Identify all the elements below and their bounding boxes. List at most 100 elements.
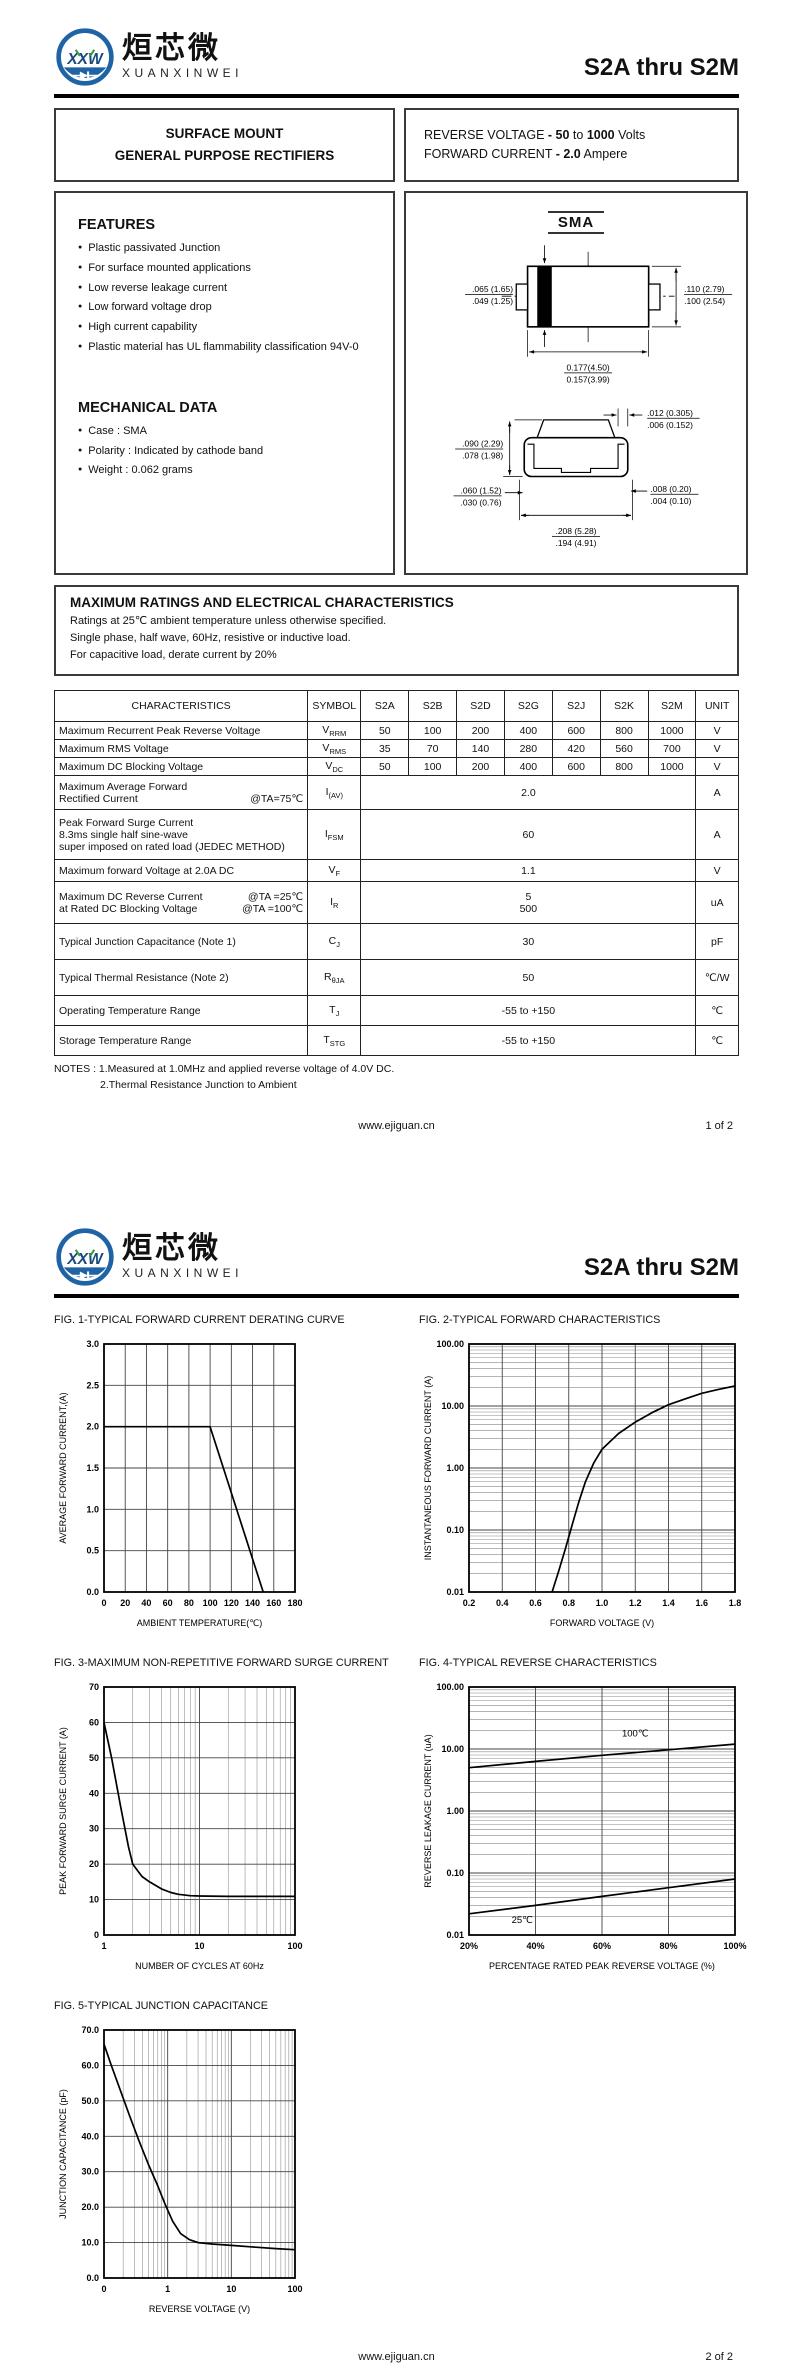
svg-text:30: 30 [89, 1823, 99, 1833]
unit-cell: A [695, 775, 739, 811]
value-cell: 1000 [647, 757, 697, 777]
max-ratings-box: MAXIMUM RATINGS AND ELECTRICAL CHARACTER… [54, 585, 739, 677]
svg-text:1.00: 1.00 [446, 1463, 464, 1473]
features-title: FEATURES [78, 217, 156, 233]
symbol-cell: VF [307, 859, 362, 883]
svg-text:.060 (1.52): .060 (1.52) [461, 485, 502, 495]
unit-cell: ℃ [695, 995, 739, 1027]
condition-line: For capacitive load, derate current by 2… [70, 649, 277, 662]
unit-cell: ℃/W [695, 959, 739, 997]
svg-text:.100 (2.54): .100 (2.54) [684, 296, 725, 306]
figure-3-chart: 1 10 100 0 10 20 30 40 50 60 70 NUMBER OF CYCLES AT… [54, 1677, 409, 1982]
footer-site: www.ejiguan.cn [358, 1119, 435, 1132]
value-cell: 5 500 [360, 881, 697, 925]
svg-text:1.4: 1.4 [662, 1598, 675, 1608]
col-header: S2D [456, 690, 505, 723]
table-row: Peak Forward Surge Current 8.3ms single h… [53, 809, 739, 861]
value-cell: 1.1 [360, 859, 697, 883]
svg-text:100: 100 [287, 2284, 302, 2294]
brand-text: 烜芯微 XUANXINWEI [122, 34, 243, 81]
table-row: Maximum forward Voltage at 2.0A DC VF 1.1 V [53, 859, 739, 883]
type-line2: GENERAL PURPOSE RECTIFIERS [114, 148, 335, 163]
value-cell: 400 [503, 757, 553, 777]
unit-cell: pF [695, 923, 739, 961]
brand-name-cn: 烜芯微 [122, 1231, 221, 1265]
svg-text:1.8: 1.8 [729, 1598, 742, 1608]
characteristic-cell: Maximum RMS Voltage [53, 739, 309, 759]
table-row: Maximum DC Reverse Current @TA =25℃ at Rat… [53, 881, 739, 925]
reverse-voltage-line: REVERSE VOLTAGE - 50 to 1000 Volts [424, 127, 646, 142]
characteristic-cell: Peak Forward Surge Current 8.3ms single h… [53, 809, 309, 861]
unit-cell: ℃ [695, 1025, 739, 1057]
symbol-cell: IFSM [307, 809, 362, 861]
svg-text:0: 0 [101, 1598, 106, 1608]
svg-text:NUMBER OF CYCLES AT 60Hz: NUMBER OF CYCLES AT 60Hz [135, 1961, 264, 1971]
value-cell: 100 [408, 757, 458, 777]
svg-text:2.0: 2.0 [86, 1421, 99, 1431]
characteristic-cell: Maximum Average Forward Rectified Current… [53, 775, 309, 811]
svg-text:.030 (0.76): .030 (0.76) [461, 498, 502, 508]
table-header-row: CHARACTERISTICS SYMBOL S2A S2B S2D S2G S2J S2K S… [53, 690, 739, 723]
footer-page-number: 2 of 2 [705, 2350, 733, 2363]
col-header: CHARACTERISTICS [53, 690, 309, 723]
svg-text:100℃: 100℃ [622, 1728, 649, 1739]
svg-text:PERCENTAGE RATED PEAK REVERSE: PERCENTAGE RATED PEAK REVERSE VOLTAGE (%… [489, 1961, 715, 1971]
mechanical-list: Case : SMAPolarity : Indicated by cathod… [78, 422, 393, 481]
characteristic-cell: Maximum DC Reverse Current @TA =25℃ at Rat… [53, 881, 309, 925]
value-cell: 50 [360, 757, 410, 777]
symbol-cell: VRMS [307, 739, 362, 759]
value-cell: 1000 [647, 721, 697, 741]
figure-2-title: FIG. 2-TYPICAL FORWARD CHARACTERISTICS [419, 1313, 661, 1326]
page1-footer: www.ejiguan.cn 1 of 2 [54, 1120, 739, 1136]
svg-text:50: 50 [89, 1752, 99, 1762]
svg-text:100.00: 100.00 [436, 1339, 464, 1349]
col-header: S2G [503, 690, 553, 723]
svg-text:100: 100 [203, 1598, 218, 1608]
table-row: Typical Thermal Resistance (Note 2) RθJA 5… [53, 959, 739, 997]
svg-text:60: 60 [163, 1598, 173, 1608]
svg-text:3.0: 3.0 [86, 1339, 99, 1349]
svg-text:JUNCTION CAPACITANCE (pF): JUNCTION CAPACITANCE (pF) [58, 2089, 68, 2219]
svg-text:60.0: 60.0 [81, 2060, 99, 2070]
value-cell: 35 [360, 739, 410, 759]
svg-text:INSTANTANEOUS FORWARD CURRENT: INSTANTANEOUS FORWARD CURRENT (A) [423, 1375, 433, 1560]
svg-text:10.00: 10.00 [441, 1744, 464, 1754]
value-cell: 600 [551, 757, 601, 777]
svg-text:40: 40 [89, 1788, 99, 1798]
characteristic-cell: Storage Temperature Range [53, 1025, 309, 1057]
svg-text:.110 (2.79): .110 (2.79) [684, 284, 725, 294]
svg-text:100%: 100% [723, 1941, 746, 1951]
symbol-cell: CJ [307, 923, 362, 961]
svg-text:60%: 60% [593, 1941, 611, 1951]
characteristic-cell: Typical Thermal Resistance (Note 2) [53, 959, 309, 997]
characteristic-cell: Typical Junction Capacitance (Note 1) [53, 923, 309, 961]
svg-text:AVERAGE FORWARD CURRENT,(A): AVERAGE FORWARD CURRENT,(A) [58, 1392, 68, 1543]
brand-text: 烜芯微 XUANXINWEI [122, 1231, 243, 1280]
figure-2-chart: 0.2 0.4 0.6 0.8 1.0 1.2 1.4 1.6 1.8 0.01 0.10 1.00 1… [419, 1334, 749, 1639]
value-cell: 100 [408, 721, 458, 741]
symbol-cell: TJ [307, 995, 362, 1027]
svg-text:0: 0 [101, 2284, 106, 2294]
svg-text:10: 10 [226, 2284, 236, 2294]
unit-cell: V [695, 739, 739, 759]
svg-text:0.2: 0.2 [463, 1598, 476, 1608]
list-item: For surface mounted applications [78, 259, 393, 279]
svg-text:.049 (1.25): .049 (1.25) [472, 296, 513, 306]
page-2: XXW 烜芯微 XUANXINWEI S2A thru S2M FIG. 1-T… [0, 1200, 793, 2367]
svg-text:1: 1 [165, 2284, 170, 2294]
svg-text:20: 20 [89, 1859, 99, 1869]
svg-text:100: 100 [287, 1941, 302, 1951]
svg-text:1: 1 [101, 1941, 106, 1951]
value-cell: -55 to +150 [360, 995, 697, 1027]
value-cell: 50 [360, 721, 410, 741]
value-cell: 600 [551, 721, 601, 741]
svg-text:1.2: 1.2 [629, 1598, 642, 1608]
svg-text:.078 (1.98): .078 (1.98) [462, 451, 503, 461]
figure-5-title: FIG. 5-TYPICAL JUNCTION CAPACITANCE [54, 1999, 268, 2012]
characteristics-table: CHARACTERISTICS SYMBOL S2A S2B S2D S2G S2J S2K S… [53, 690, 739, 1057]
svg-text:0.4: 0.4 [496, 1598, 509, 1608]
svg-text:10: 10 [89, 1894, 99, 1904]
svg-text:30.0: 30.0 [81, 2166, 99, 2176]
svg-text:40: 40 [141, 1598, 151, 1608]
